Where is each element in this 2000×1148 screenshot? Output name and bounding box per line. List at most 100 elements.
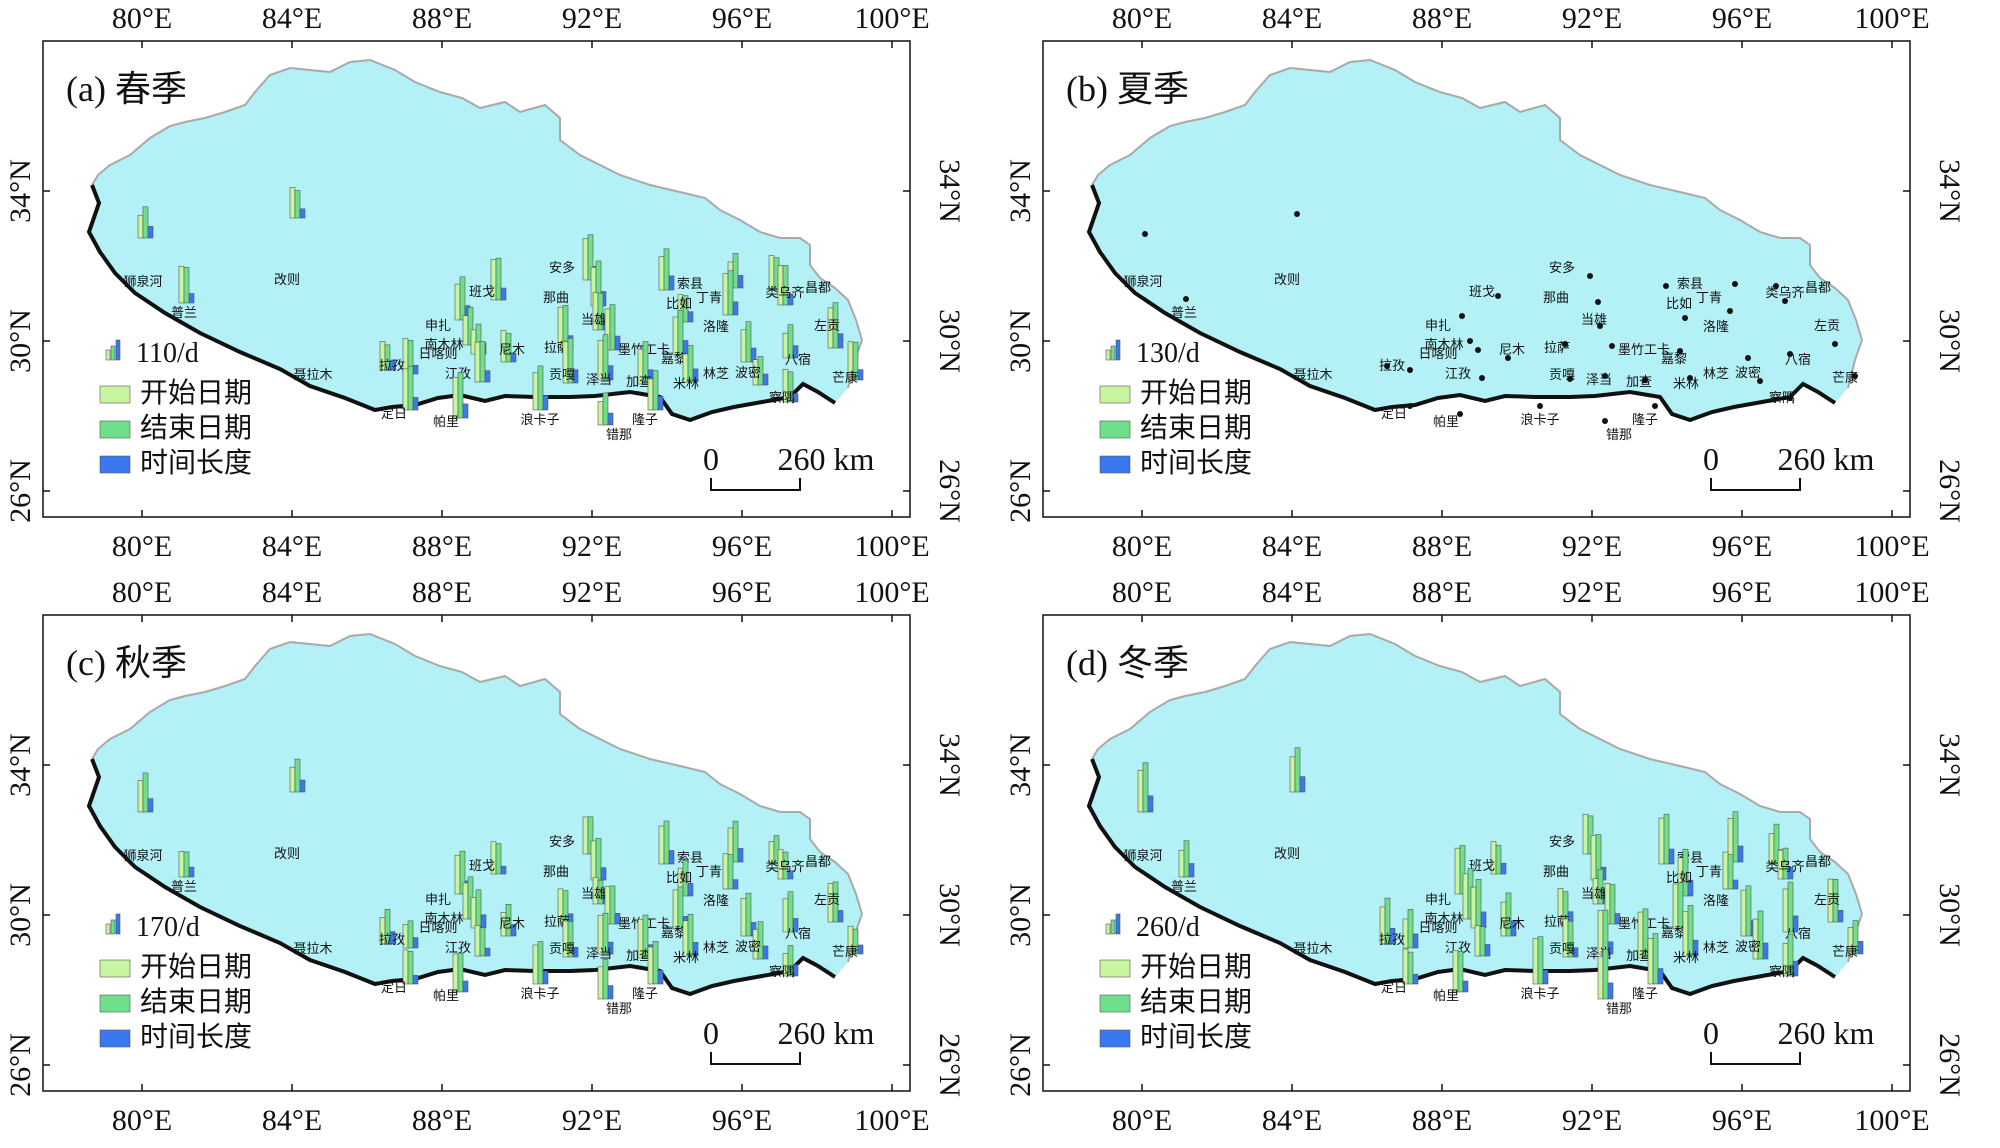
lat-tick-label-right: 26°N (1933, 1033, 1966, 1097)
bar-duration (484, 370, 491, 383)
bar-end (1782, 847, 1789, 880)
plateau-north-border (1091, 58, 1864, 389)
station-丁青: 丁青 (696, 820, 744, 879)
station-dot (1595, 299, 1601, 305)
bar-start (582, 238, 589, 281)
station-左贡: 左贡 (1814, 318, 1840, 347)
station-左贡: 左贡 (814, 881, 844, 923)
legend-scale-value: 130/d (1136, 338, 1200, 369)
scale-bar-zero: 0 (1703, 1015, 1719, 1051)
bar-duration (1147, 795, 1154, 813)
station-label: 林芝 (1703, 940, 1729, 955)
station-label: 南木林 (424, 337, 463, 352)
legend-start-date-swatch (1099, 959, 1131, 978)
lon-tick-label-bottom: 92°E (562, 530, 622, 563)
panel-title: (b) 夏季 (1066, 69, 1189, 109)
bar-end (782, 265, 789, 306)
plateau-area (89, 634, 862, 994)
station-芒康: 芒康 (832, 925, 864, 959)
bar-end (757, 921, 764, 960)
bar-start (1402, 948, 1409, 985)
station-label: 那曲 (543, 290, 569, 305)
bar-end (609, 304, 616, 351)
legend-start-date-label: 开始日期 (1140, 377, 1252, 409)
station-label: 拉孜 (1379, 932, 1405, 947)
station-班戈: 班戈 (1469, 841, 1507, 875)
lat-tick-label-right: 30°N (1933, 883, 1966, 947)
station-label: 洛隆 (1703, 319, 1729, 334)
bar-start (740, 329, 747, 363)
bar-end (567, 921, 574, 958)
station-丁青: 丁青 (1696, 281, 1738, 305)
bar-end (495, 257, 502, 301)
station-label: 索县 (677, 850, 703, 865)
bar-start (658, 825, 665, 865)
plateau-north-border (91, 632, 864, 963)
lat-tick-label-left: 26°N (1004, 459, 1037, 523)
station-定日: 定日 (1381, 403, 1413, 421)
station-芒康: 芒康 (1832, 370, 1858, 385)
bar-duration (607, 941, 614, 955)
plateau-south-border (86, 758, 837, 997)
bar-end (1505, 892, 1512, 937)
station-label: 芒康 (832, 944, 858, 959)
station-label: 类乌齐 (765, 285, 804, 300)
bar-duration (412, 364, 419, 375)
bar-duration (412, 975, 419, 985)
lon-tick-label-top: 80°E (1112, 576, 1172, 609)
station-label: 昌都 (1805, 280, 1831, 295)
bar-end (505, 903, 512, 937)
legend-start-date-swatch (1099, 385, 1131, 404)
lon-tick-label-bottom: 88°E (412, 1104, 472, 1137)
bar-duration (837, 333, 844, 349)
station-dot (1832, 341, 1838, 347)
station-label: 普兰 (171, 305, 197, 320)
station-错那: 错那 (1602, 418, 1632, 442)
station-label: 日喀则 (1418, 920, 1457, 935)
station-浪卡子: 浪卡子 (520, 365, 560, 427)
station-label: 错那 (1606, 1001, 1632, 1016)
panel-title: (c) 秋季 (66, 643, 187, 683)
bar-duration (462, 980, 469, 993)
station-label: 察隅 (1769, 390, 1795, 405)
bar-duration (542, 970, 549, 985)
station-label: 尼木 (1499, 342, 1525, 357)
map-panel-winter: 80°E 80°E 84°E 84°E 88°E 88°E 92°E 92°E 96°E 96°E… (1000, 574, 2000, 1148)
station-label: 林芝 (703, 940, 729, 955)
bar-end (1773, 823, 1780, 865)
legend-end-date-label: 结束日期 (140, 986, 252, 1018)
station-label: 定日 (381, 980, 407, 995)
plateau-north-border (1091, 632, 1864, 963)
station-label: 隆子 (1632, 412, 1658, 427)
station-label: 当雄 (581, 312, 607, 327)
station-帕里: 帕里 (433, 372, 469, 429)
bar-end (294, 758, 301, 793)
bar-duration (857, 369, 864, 381)
bar-duration (792, 918, 799, 933)
bar-start (474, 925, 481, 957)
lon-tick-label-bottom: 80°E (1112, 530, 1172, 563)
bar-duration (1687, 879, 1694, 897)
bar-start (178, 851, 185, 878)
lon-tick-label-top: 84°E (262, 2, 322, 35)
scale-bar-zero: 0 (1703, 441, 1719, 477)
station-label: 洛隆 (703, 319, 729, 334)
bar-start (1672, 883, 1679, 930)
bar-duration (1188, 863, 1195, 878)
bar-start (1597, 956, 1604, 1000)
lat-tick-label-right: 34°N (1933, 159, 1966, 223)
station-察隅: 察隅 (769, 945, 799, 979)
lat-tick-label-right: 34°N (933, 733, 966, 797)
station-label: 班戈 (469, 858, 495, 873)
station-label: 改则 (274, 846, 300, 861)
station-dot (1609, 343, 1615, 349)
plateau-south-border (1086, 758, 1837, 997)
station-贡嘎: 贡嘎 (549, 338, 579, 384)
bar-start (137, 214, 144, 239)
station-label: 波密 (735, 365, 761, 380)
bar-duration (299, 208, 306, 219)
lon-tick-label-bottom: 92°E (1562, 530, 1622, 563)
legend-scale-value: 170/d (136, 912, 200, 943)
station-label: 狮泉河 (1123, 274, 1162, 289)
